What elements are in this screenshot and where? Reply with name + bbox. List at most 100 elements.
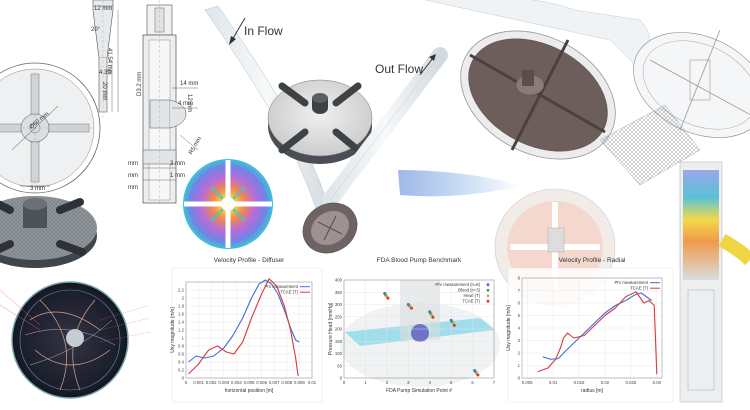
y-axis-label: Pressure Head [mmHg]	[328, 302, 334, 355]
y-tick-label: 2.2	[178, 288, 185, 293]
vertical-colorbar	[679, 161, 750, 403]
dim-12mm-right: 12 mm	[186, 94, 192, 113]
y-tick-label: 1.8	[178, 304, 185, 309]
y-tick-label: 1.4	[178, 320, 185, 325]
legend-swatch	[486, 283, 490, 287]
dim-41-54mm: 41.54 mm	[106, 48, 112, 75]
series-line	[537, 291, 658, 375]
data-point	[476, 373, 480, 377]
x-tick-label: 0.003	[218, 380, 229, 385]
streamline-render	[0, 281, 151, 399]
y-tick-label: 400	[335, 278, 343, 283]
y-tick-label: 50	[337, 363, 342, 368]
x-tick-label: 0	[185, 380, 188, 385]
data-point	[431, 315, 435, 319]
y-tick-label: 2	[182, 296, 185, 301]
x-tick-label: 5	[450, 380, 453, 385]
chart-title: FDA Blood Pump Benchmark	[377, 257, 462, 264]
legend-label: TCAE (T)	[280, 290, 298, 295]
legend-label: TCAE (T)	[462, 299, 480, 304]
plot-area	[185, 281, 313, 379]
flow-arrow-out	[419, 54, 436, 76]
drawing-section	[142, 0, 199, 205]
y-tick-label: 0	[518, 376, 521, 381]
chart-frame-diffuser	[171, 267, 323, 403]
drawing-nozzle	[92, 0, 119, 118]
y-tick-label: 1	[182, 336, 185, 341]
x-tick-label: 4	[429, 380, 432, 385]
dim-20mm: 20 mm	[101, 82, 107, 101]
x-tick-label: 0.02	[601, 380, 610, 385]
y-tick-label: 100	[335, 351, 343, 356]
inflow-label: In Flow	[244, 24, 283, 38]
y-tick-label: 200	[335, 327, 343, 332]
y-tick-label: 0.8	[178, 344, 185, 349]
impeller-mesh	[0, 196, 97, 268]
x-tick-label: 0.007	[269, 380, 280, 385]
x-tick-label: 0.015	[574, 380, 585, 385]
plot-area	[343, 279, 495, 379]
wireframe-pump	[599, 29, 750, 186]
y-tick-label: 6	[518, 301, 521, 306]
y-tick-label: 1.6	[178, 312, 185, 317]
y-axis-label: Uxy magnitude [m/s]	[506, 305, 512, 351]
x-tick-label: 0.002	[206, 380, 217, 385]
x-tick-label: 0.006	[256, 380, 267, 385]
x-tick-label: 0.008	[281, 380, 292, 385]
y-tick-label: 0.6	[178, 352, 185, 357]
y-tick-label: 150	[335, 339, 343, 344]
legend-label: Blood (n=3)	[458, 288, 480, 293]
jet-streamline	[398, 170, 520, 197]
x-axis-label: FDA Pump Simulation Point #	[386, 388, 452, 394]
y-axis-label: Uxy magnitude [m/s]	[170, 307, 176, 353]
y-tick-label: 3	[518, 338, 521, 343]
x-tick-label: 3	[407, 380, 410, 385]
y-tick-label: 1.2	[178, 328, 185, 333]
housing-top-right	[424, 0, 651, 160]
dim-mm-3: mm	[128, 185, 138, 191]
y-tick-label: 350	[335, 290, 343, 295]
y-tick-label: 2	[518, 351, 521, 356]
data-point	[452, 323, 456, 327]
outflow-label: Out Flow	[375, 62, 424, 76]
plot-area	[521, 277, 663, 379]
y-tick-label: 250	[335, 314, 343, 319]
dim-mm-2: mm	[128, 173, 138, 179]
flow-arrow-in	[229, 17, 246, 45]
legend-swatch	[486, 294, 490, 298]
dim-d3-2mm: D3.2 mm	[137, 71, 143, 96]
y-tick-label: 5	[518, 313, 521, 318]
data-point	[386, 296, 390, 300]
dim-angle-20: 20°	[91, 27, 101, 33]
x-axis-label: horizontal position [m]	[225, 388, 274, 394]
y-tick-label: 4	[518, 326, 521, 331]
dim-4mm: 4 mm	[178, 101, 193, 107]
legend-label: PIV measurement (n=8)	[435, 282, 480, 287]
legend-label: PIV measurement	[264, 284, 298, 289]
legend-label: TCAE (T)	[630, 286, 648, 291]
drawing-disk-front	[0, 62, 101, 194]
x-tick-label: 2	[386, 380, 389, 385]
y-tick-label: 0	[340, 376, 343, 381]
y-tick-label: 1	[518, 363, 521, 368]
housing-center	[302, 47, 448, 254]
data-point	[410, 306, 413, 310]
dim-3mm-right: 3 mm	[170, 161, 185, 167]
x-tick-label: 0	[343, 380, 346, 385]
x-tick-label: 0.03	[653, 380, 662, 385]
y-tick-label: 300	[335, 302, 343, 307]
y-tick-label: 0.2	[178, 368, 185, 373]
x-tick-label: 0.004	[231, 380, 242, 385]
y-tick-label: 0	[182, 376, 185, 381]
chart-title: Velocity Profile - Diffuser	[214, 257, 286, 264]
impeller-3d	[267, 79, 373, 164]
x-tick-label: 0.001	[193, 380, 204, 385]
y-tick-label: 0.4	[178, 360, 185, 365]
dim-1mm: 1 mm	[170, 173, 185, 179]
dim-14mm: 14 mm	[180, 81, 199, 87]
x-tick-label: 1	[364, 380, 367, 385]
